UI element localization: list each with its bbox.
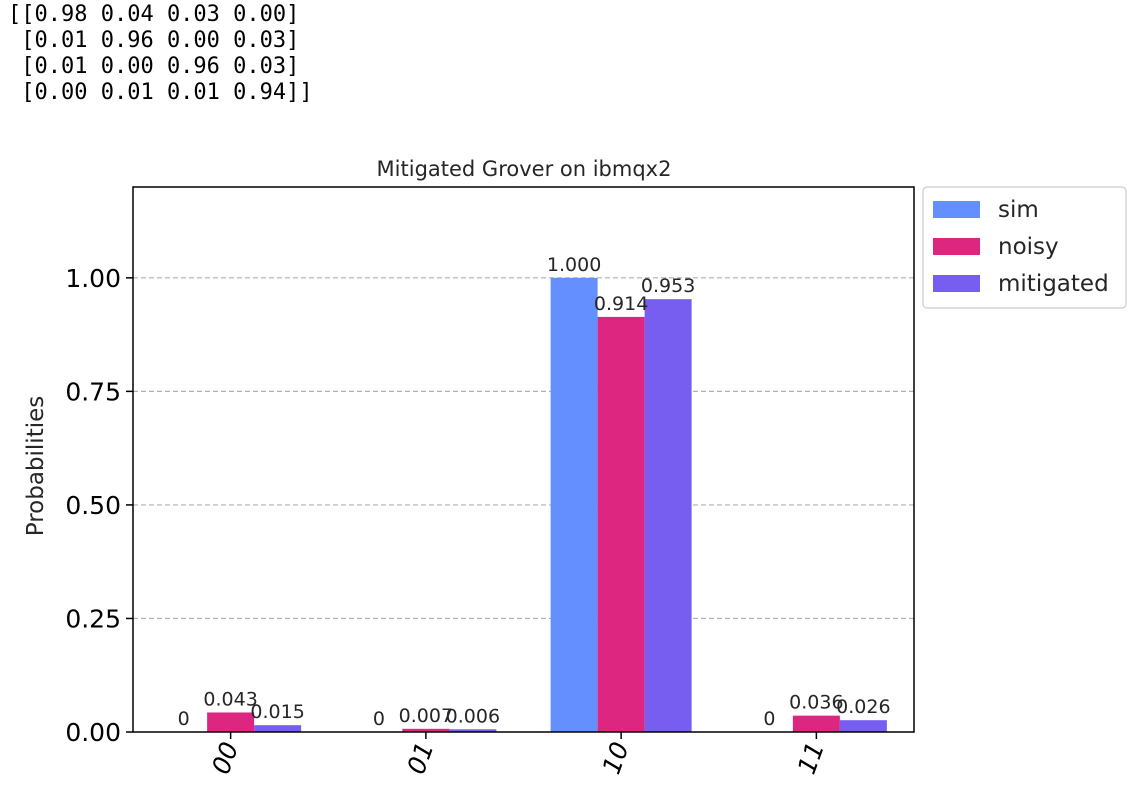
plot-frame xyxy=(132,186,915,733)
bar-label-noisy-11: 0.036 xyxy=(789,692,843,714)
bar-label-mitigated-10: 0.953 xyxy=(641,275,695,297)
legend-swatch-noisy xyxy=(933,238,980,255)
bar-sim-10 xyxy=(550,277,598,732)
bar-mitigated-10 xyxy=(644,299,692,732)
y-axis: 0.00 0.25 0.50 0.75 1.00 xyxy=(65,264,133,747)
legend-label-sim: sim xyxy=(998,197,1039,223)
matrix-line: [0.01 0.00 0.96 0.03] xyxy=(8,54,300,79)
chart-title: Mitigated Grover on ibmqx2 xyxy=(377,157,672,181)
bar-mitigated-00 xyxy=(254,725,302,732)
bar-label-sim-00: 0 xyxy=(178,708,190,730)
legend-label-mitigated: mitigated xyxy=(998,271,1109,297)
bar-mitigated-11 xyxy=(839,720,887,732)
bar-label-mitigated-00: 0.015 xyxy=(250,701,304,723)
bar-label-sim-01: 0 xyxy=(373,708,385,730)
bars xyxy=(207,277,887,732)
matrix-line: [0.01 0.96 0.00 0.03] xyxy=(8,28,300,53)
bar-noisy-11 xyxy=(792,715,840,732)
bar-noisy-01 xyxy=(402,728,450,732)
y-tick-label: 0.50 xyxy=(65,491,121,520)
x-tick-label: 00 xyxy=(206,738,244,778)
y-tick-label: 0.75 xyxy=(65,377,121,406)
legend: sim noisy mitigated xyxy=(922,186,1127,309)
matrix-line: [[0.98 0.04 0.03 0.00] xyxy=(8,2,300,27)
bar-label-noisy-00: 0.043 xyxy=(203,688,257,710)
bar-noisy-00 xyxy=(207,712,255,732)
bar-label-sim-10: 1.000 xyxy=(547,254,601,276)
x-tick-label: 01 xyxy=(401,738,439,778)
legend-swatch-sim xyxy=(933,201,980,218)
bar-mitigated-01 xyxy=(449,729,497,732)
legend-label-noisy: noisy xyxy=(998,234,1059,260)
matrix-output: [[0.98 0.04 0.03 0.00] [0.01 0.96 0.00 0… xyxy=(8,2,313,106)
x-axis: 00 01 10 11 xyxy=(206,732,830,778)
grid-lines xyxy=(133,277,914,620)
y-axis-label: Probabilities xyxy=(23,396,49,537)
y-tick-label: 0.00 xyxy=(65,718,121,747)
bar-label-mitigated-11: 0.026 xyxy=(836,696,890,718)
y-tick-label: 0.25 xyxy=(65,604,121,633)
bar-noisy-10 xyxy=(597,316,645,732)
bar-label-mitigated-01: 0.006 xyxy=(446,705,500,727)
bar-label-noisy-10: 0.914 xyxy=(594,293,648,315)
bar-label-noisy-01: 0.007 xyxy=(399,705,453,727)
legend-swatch-mitigated xyxy=(933,275,980,292)
matrix-line: [0.00 0.01 0.01 0.94]] xyxy=(8,80,313,105)
x-tick-label: 11 xyxy=(792,738,830,778)
bar-label-sim-11: 0 xyxy=(763,708,775,730)
y-tick-label: 1.00 xyxy=(65,264,121,293)
x-tick-label: 10 xyxy=(597,738,635,778)
